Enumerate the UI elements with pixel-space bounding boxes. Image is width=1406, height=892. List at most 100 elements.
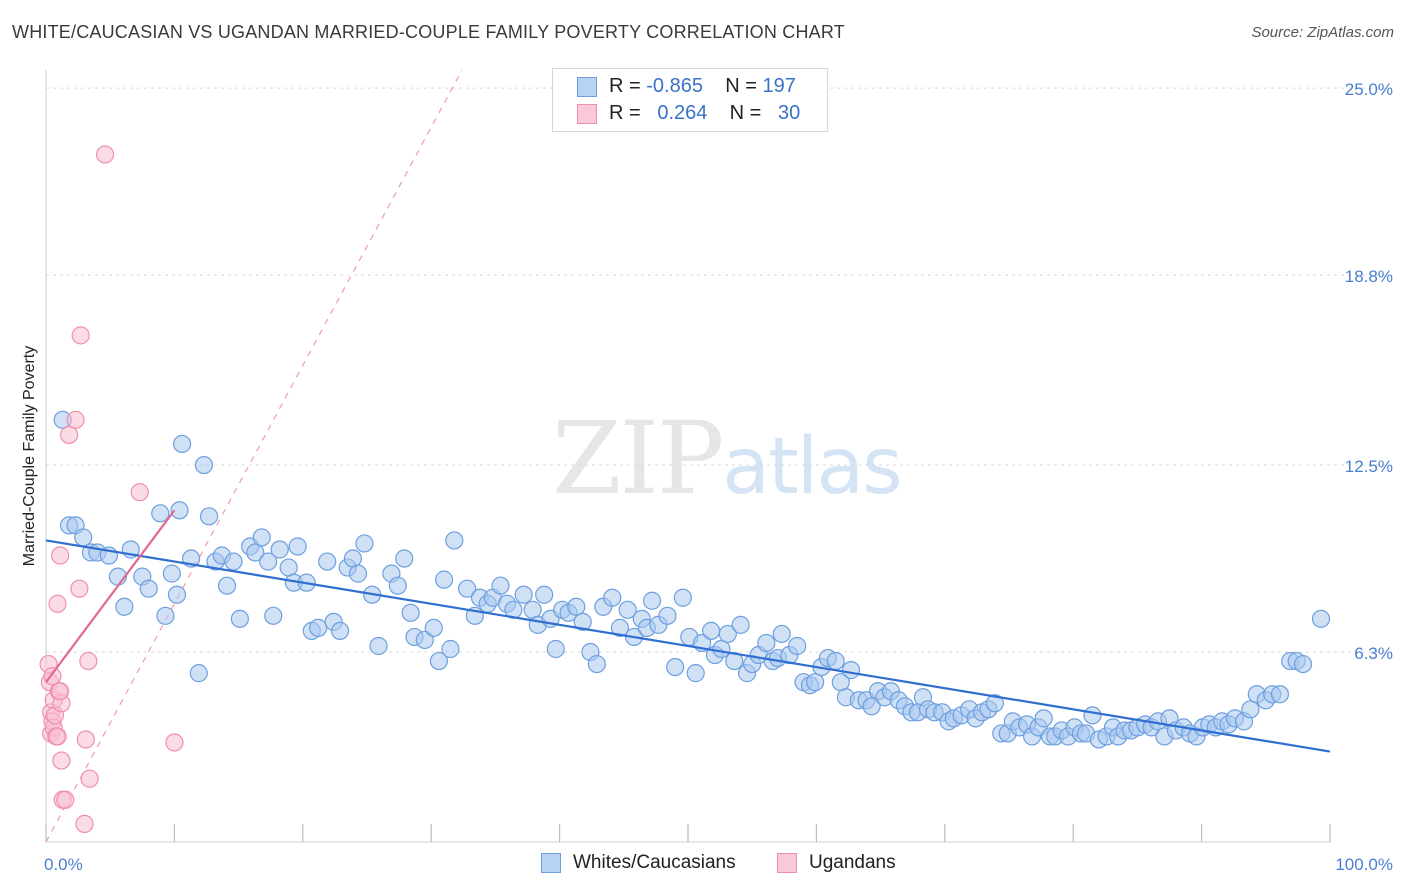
whites-point-8 [115,597,134,616]
whites-point-57 [441,639,460,659]
whites-point-183 [1270,685,1290,704]
whites-point-47 [369,636,388,656]
ugandans-point-19 [71,326,90,345]
whites-point-59 [458,579,477,598]
legend-label-ugandans: Ugandans [809,852,896,873]
whites-point-11 [139,579,158,598]
whites-point-70 [535,585,554,604]
ugandans-point-28 [48,727,67,746]
y-tick-label-1: 12.5% [1345,457,1393,476]
whites-point-54 [424,618,443,637]
whites-point-97 [718,624,737,644]
whites-point-117 [841,661,861,680]
watermark-atlas: atlas [722,422,902,512]
x-tick-label-0: 0.0% [44,855,83,874]
source-label: Source: ZipAtlas.com [1251,24,1394,41]
whites-point-64 [491,576,510,595]
ugandans-point-25 [130,483,149,502]
ugandans-point-9 [48,594,67,613]
ugandans-point-17 [66,410,85,429]
whites-point-186 [1293,654,1313,674]
y-tick-label-3: 25.0% [1345,80,1393,99]
whites-point-94 [702,621,721,641]
whites-point-90 [673,588,692,607]
whites-point-179 [1241,700,1260,719]
diagonal-reference-line [45,69,463,843]
legend-r-label: R = [609,75,641,97]
whites-point-43 [343,549,362,568]
whites-point-120 [862,697,881,716]
y-tick-label-2: 18.8% [1345,267,1393,286]
whites-point-32 [270,540,289,559]
watermark: ZIPatlas [552,400,903,517]
whites-point-24 [217,576,237,595]
whites-point-16 [170,501,189,520]
whites-point-147 [1034,709,1053,728]
whites-point-72 [546,639,565,659]
whites-point-58 [445,531,464,550]
legend-r-value: -0.865 [646,75,703,97]
whites-point-82 [618,600,637,619]
whites-point-106 [772,624,791,644]
whites-point-26 [230,609,249,628]
whites-point-108 [788,636,807,656]
whites-point-21 [199,507,219,526]
whites-point-49 [388,576,407,595]
whites-point-67 [514,585,533,604]
ugandans-point-20 [75,814,94,834]
whites-point-45 [355,534,374,553]
legend-swatch-pink [777,853,797,873]
legend-n-label: N = [725,75,757,97]
whites-point-81 [610,618,630,637]
whites-points [53,410,1331,749]
whites-point-187 [1311,609,1331,628]
whites-point-44 [348,564,368,583]
tick-labels: 6.3% 12.5% 18.8% 25.0% 0.0% 100.0% Married-Cou… [21,80,1393,874]
legend-label-whites: Whites/Caucasians [573,852,736,873]
whites-point-17 [173,434,192,454]
ugandans-point-24 [95,145,115,164]
ugandans-point-11 [51,546,70,565]
whites-point-103 [757,633,776,653]
ugandans-trend-line [45,509,176,683]
whites-point-139 [985,694,1004,713]
ugandans-point-15 [52,751,71,770]
whites-point-15 [167,585,187,604]
ugandans-point-21 [76,730,95,749]
whites-point-53 [415,630,434,650]
whites-point-20 [194,455,214,475]
whites-point-38 [309,618,328,637]
legend-swatch-pink [577,104,597,124]
whites-point-92 [686,664,705,683]
legend-swatch-blue [541,853,561,873]
whites-point-29 [252,528,271,547]
watermark-zip: ZIP [552,400,724,517]
ugandans-point-29 [51,682,70,701]
y-tick-label-0: 6.3% [1354,644,1393,663]
legend-n-value: 30 [778,102,801,124]
whites-point-25 [224,552,243,571]
whites-point-31 [264,606,283,625]
gridlines [46,87,1392,653]
whites-point-39 [318,552,337,571]
whites-point-75 [567,597,586,616]
whites-point-55 [429,651,449,671]
whites-point-19 [189,664,208,683]
whites-point-30 [259,552,278,571]
whites-point-33 [279,558,298,577]
whites-point-51 [401,603,420,622]
whites-point-14 [162,564,181,583]
ugandans-point-23 [79,651,98,671]
whites-point-56 [434,570,454,589]
ugandans-point-22 [80,769,99,788]
ugandans-points [39,145,184,834]
whites-point-111 [806,673,825,692]
x-tick-label-1: 100.0% [1335,855,1393,874]
whites-point-86 [642,591,662,610]
legend-r-label: R = [609,102,641,124]
y-axis-title: Married-Couple Family Poverty [21,346,38,567]
whites-point-35 [288,537,307,556]
ugandans-point-18 [70,579,89,598]
whites-point-12 [151,504,170,523]
whites-point-68 [523,600,542,619]
